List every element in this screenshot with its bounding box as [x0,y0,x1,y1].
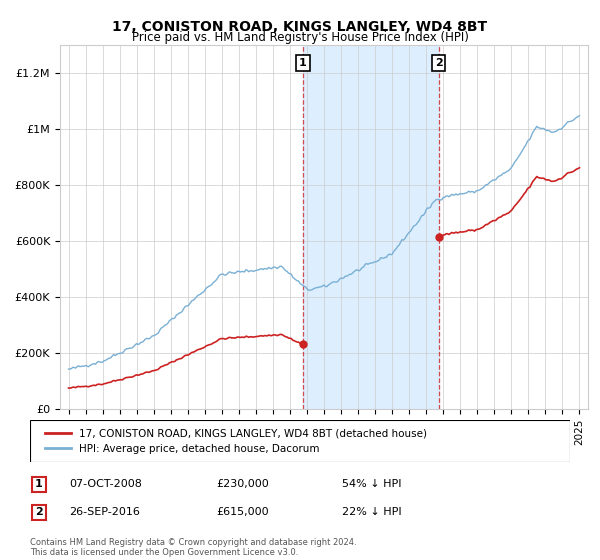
Text: 1: 1 [299,58,307,68]
Text: 1: 1 [35,479,43,489]
Text: £230,000: £230,000 [216,479,269,489]
Text: Price paid vs. HM Land Registry's House Price Index (HPI): Price paid vs. HM Land Registry's House … [131,31,469,44]
Text: 07-OCT-2008: 07-OCT-2008 [69,479,142,489]
Text: 22% ↓ HPI: 22% ↓ HPI [342,507,401,517]
Text: 17, CONISTON ROAD, KINGS LANGLEY, WD4 8BT: 17, CONISTON ROAD, KINGS LANGLEY, WD4 8B… [112,20,488,34]
Text: 2: 2 [435,58,443,68]
Text: 54% ↓ HPI: 54% ↓ HPI [342,479,401,489]
Bar [303,45,439,409]
FancyBboxPatch shape [30,420,570,462]
Text: 26-SEP-2016: 26-SEP-2016 [69,507,140,517]
Text: Contains HM Land Registry data © Crown copyright and database right 2024.
This d: Contains HM Land Registry data © Crown c… [30,538,356,557]
Legend: 17, CONISTON ROAD, KINGS LANGLEY, WD4 8BT (detached house), HPI: Average price, : 17, CONISTON ROAD, KINGS LANGLEY, WD4 8B… [41,424,431,458]
Text: 2: 2 [35,507,43,517]
Text: £615,000: £615,000 [216,507,269,517]
